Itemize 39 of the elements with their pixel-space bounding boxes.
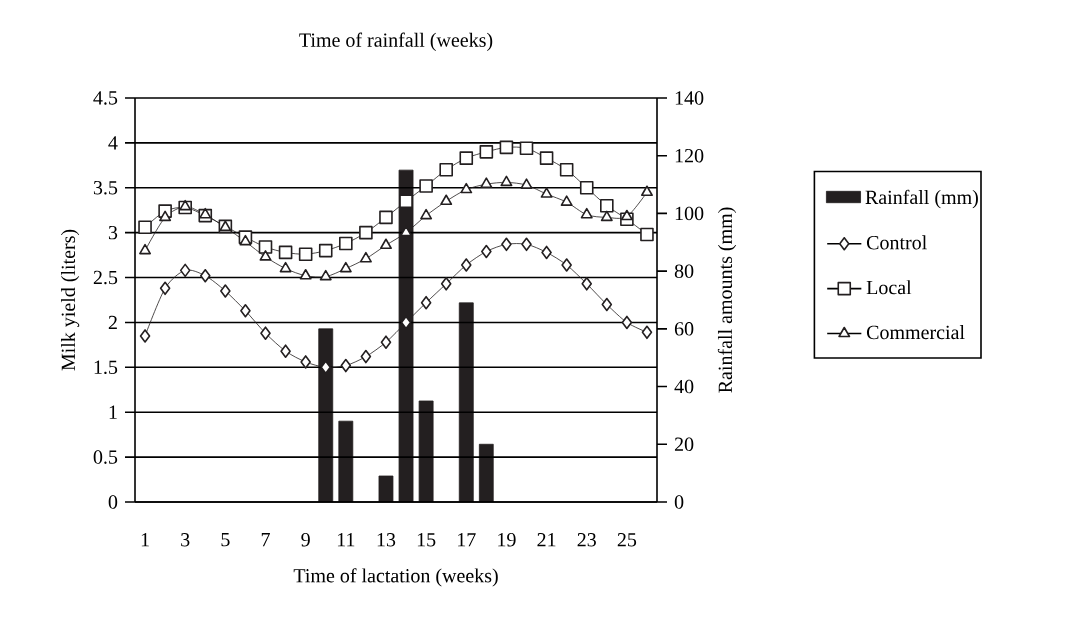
y2-tick-label: 40 xyxy=(674,379,694,394)
x-axis-title: Time of lactation (weeks) xyxy=(293,568,498,587)
legend-label: Commercial xyxy=(866,325,965,340)
y2-tick-label: 100 xyxy=(675,206,704,221)
x-tick-label: 25 xyxy=(617,533,637,547)
x-tick-label: 7 xyxy=(261,533,270,547)
y-tick-label: 3.5 xyxy=(93,181,118,195)
x-tick-label: 23 xyxy=(577,533,596,547)
x-tick-label: 13 xyxy=(377,533,396,547)
y-tick-label: 4.5 xyxy=(93,91,118,105)
y-tick-label: 0.5 xyxy=(93,450,118,464)
x-tick-label: 15 xyxy=(417,533,436,547)
legend-label: Local xyxy=(866,280,912,295)
y-tick-label: 0 xyxy=(108,495,118,509)
y2-tick-label: 120 xyxy=(675,148,704,163)
y-tick-label: 2.5 xyxy=(93,270,118,285)
y-axis-title: Milk yield (liters) xyxy=(61,229,80,371)
x-tick-label: 5 xyxy=(221,533,230,547)
y2-tick-label: 20 xyxy=(674,437,694,452)
x-tick-label: 11 xyxy=(337,533,355,547)
y2-tick-label: 60 xyxy=(674,322,694,336)
y-tick-label: 4 xyxy=(108,136,118,150)
legend-label: Control xyxy=(866,235,927,250)
y-tick-label: 1.5 xyxy=(94,360,118,375)
x-tick-label: 1 xyxy=(141,533,149,547)
y-tick-label: 3 xyxy=(108,225,118,240)
x-tick-label: 19 xyxy=(498,533,516,547)
y2-tick-label: 140 xyxy=(675,91,704,105)
legend-label: Rainfall (mm) xyxy=(865,189,978,209)
x-tick-label: 17 xyxy=(458,533,476,547)
x-tick-label: 3 xyxy=(181,533,190,547)
y2-tick-label: 80 xyxy=(674,264,694,278)
y2-tick-label: 0 xyxy=(674,495,684,509)
chart-title: Time of rainfall (weeks) xyxy=(299,32,493,51)
y2-axis-title: Rainfall amounts (mm) xyxy=(717,207,737,393)
x-tick-label: 21 xyxy=(537,533,556,547)
y-tick-label: 1 xyxy=(109,405,117,419)
y-tick-label: 2 xyxy=(108,315,117,330)
x-tick-label: 9 xyxy=(301,533,310,547)
